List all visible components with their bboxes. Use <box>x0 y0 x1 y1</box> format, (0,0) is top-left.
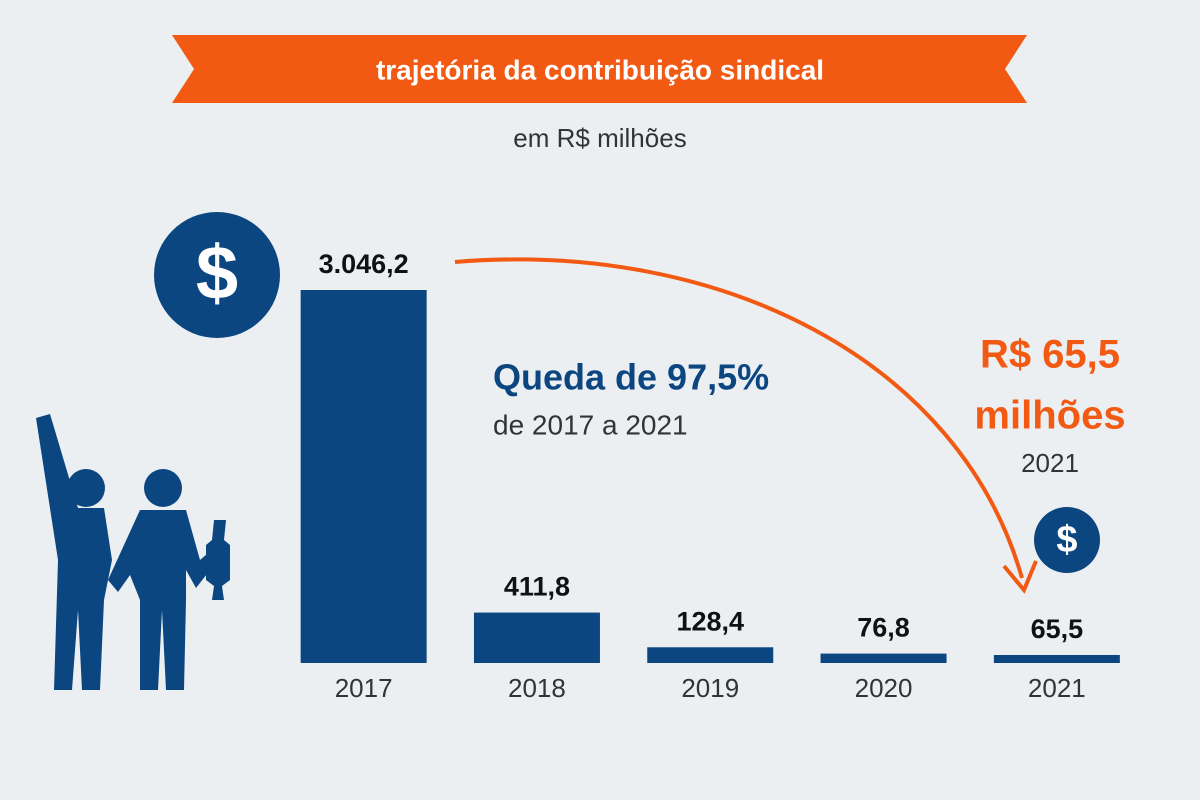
coin-symbol: $ <box>196 231 238 316</box>
bar <box>473 612 600 663</box>
bar <box>647 647 774 663</box>
trend-arrow <box>454 257 1024 579</box>
chart-title: trajetória da contribuição sindical <box>376 54 824 85</box>
headline: Queda de 97,5% <box>493 357 769 398</box>
bar <box>820 653 947 663</box>
coin-icon <box>1034 507 1100 573</box>
x-tick-label: 2020 <box>855 673 913 703</box>
x-tick-label: 2021 <box>1028 673 1086 703</box>
highlight-value: R$ 65,5 <box>980 333 1120 377</box>
coin-icon <box>154 212 280 338</box>
bar <box>300 290 427 663</box>
highlight-unit: milhões <box>974 394 1125 438</box>
title-banner <box>172 35 1027 103</box>
coin-symbol: $ <box>1056 519 1077 561</box>
x-tick-label: 2017 <box>335 673 393 703</box>
value-label: 65,5 <box>1031 614 1084 644</box>
highlight-year: 2021 <box>1021 448 1079 478</box>
chart-subtitle: em R$ milhões <box>513 123 686 153</box>
value-label: 3.046,2 <box>319 249 409 279</box>
x-tick-label: 2019 <box>681 673 739 703</box>
workers-icon <box>36 414 230 690</box>
value-label: 128,4 <box>676 606 744 636</box>
x-tick-label: 2018 <box>508 673 566 703</box>
bar <box>993 654 1120 663</box>
value-label: 411,8 <box>504 572 570 602</box>
value-label: 76,8 <box>857 613 910 643</box>
arrow-head <box>1002 560 1038 594</box>
headline-sub: de 2017 a 2021 <box>493 409 688 440</box>
